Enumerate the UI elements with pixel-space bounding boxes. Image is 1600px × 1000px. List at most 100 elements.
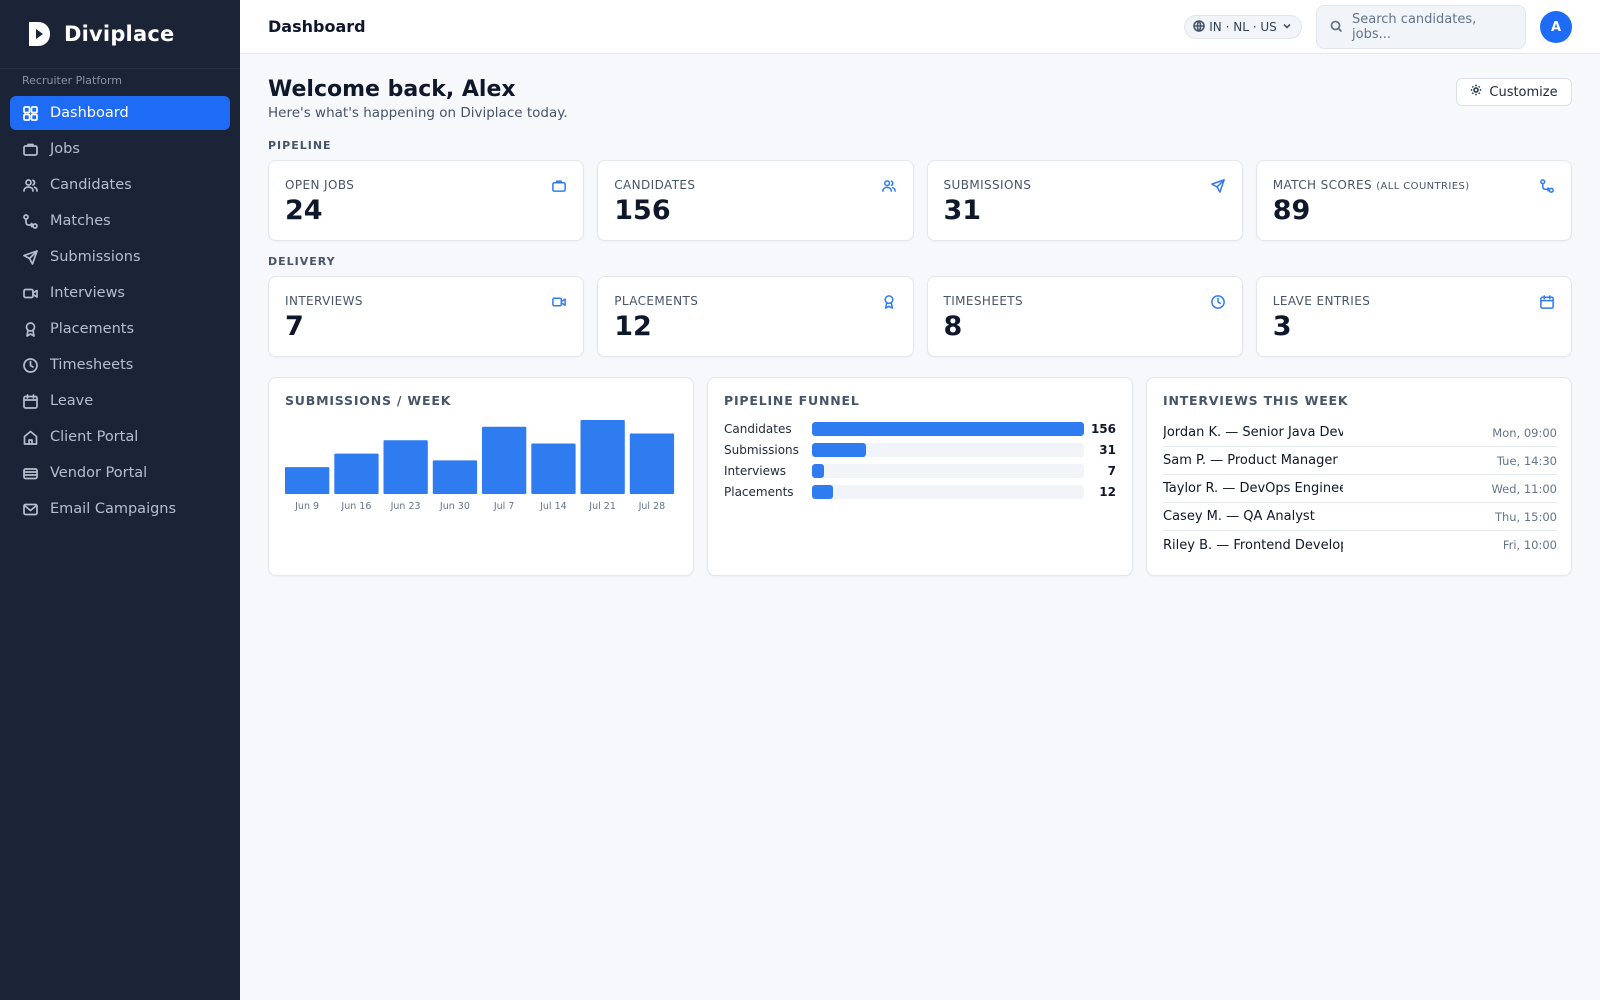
interview-row[interactable]: Casey M. — QA Analyst Thu, 15:00 [1163,503,1557,531]
x-tick-label: Jun 9 [294,501,319,512]
region-selector[interactable]: IN · NL · US [1184,15,1302,39]
stat-value: 31 [943,195,982,226]
stat-label-text: PLACEMENTS [614,294,699,308]
bar-jul-28[interactable] [629,433,675,495]
x-tick-label: Jul 28 [638,501,666,512]
chevron-down-icon [1281,20,1293,35]
interviews-week-panel: INTERVIEWS THIS WEEK Jordan K. — Senior … [1146,377,1572,576]
funnel-track [812,442,1084,457]
stat-card-candidates[interactable]: CANDIDATES 156 [597,160,914,241]
interview-row[interactable]: Jordan K. — Senior Java Developer Mon, 09… [1163,419,1557,447]
sidebar-item-interviews[interactable]: Interviews [10,276,230,310]
sidebar-item-label: Vendor Portal [50,465,148,481]
stat-card-interviews[interactable]: INTERVIEWS 7 [268,276,585,357]
briefcase-icon [551,178,567,194]
stat-label: TIMESHEETS [944,294,1024,308]
sidebar-item-submissions[interactable]: Submissions [10,240,230,274]
sun-icon [1470,84,1482,100]
sidebar-item-label: Dashboard [50,105,129,121]
interview-row[interactable]: Taylor R. — DevOps Engineer Wed, 11:00 [1163,475,1557,503]
bar-jul-14[interactable] [531,443,576,495]
sidebar-item-email-campaigns[interactable]: Email Campaigns [10,492,230,526]
stat-label: INTERVIEWS [285,294,363,308]
interview-row[interactable]: Sam P. — Product Manager Tue, 14:30 [1163,447,1557,475]
pipeline-funnel-title: PIPELINE FUNNEL [724,393,860,408]
stat-card-timesheets[interactable]: TIMESHEETS 8 [926,276,1243,357]
funnel-label: Interviews [724,463,787,478]
region-label: IN · NL · US [1209,20,1277,34]
stat-label: LEAVE ENTRIES [1273,294,1370,308]
stat-card-leave-entries[interactable]: LEAVE ENTRIES 3 [1255,276,1572,357]
stat-label: CANDIDATES [614,178,695,192]
sidebar-item-placements[interactable]: Placements [10,312,230,346]
briefcase-icon [22,141,39,158]
funnel-row-submissions: Submissions 31 [724,439,1116,460]
stat-card-open-jobs[interactable]: OPEN JOBS 24 [268,160,585,241]
diviplace-logo-icon [26,21,52,47]
funnel-value: 12 [1099,484,1116,499]
sidebar-item-vendor-portal[interactable]: Vendor Portal [10,456,230,490]
pipeline-funnel: Candidates 156 Submissions 31 Interviews 7 Pla… [724,418,1116,502]
sidebar-item-label: Matches [50,213,111,229]
sidebar: Diviplace Recruiter Platform Dashboard Jo… [0,0,240,1000]
bar-jun-9[interactable] [285,467,330,494]
x-tick-label: Jul 7 [493,501,515,512]
funnel-bar [812,484,833,499]
bar-jul-7[interactable] [482,426,527,494]
stat-label: OPEN JOBS [285,178,354,192]
interviews-week-title: INTERVIEWS THIS WEEK [1163,393,1349,408]
sidebar-item-matches[interactable]: Matches [10,204,230,238]
card-icon [22,465,39,482]
sidebar-item-candidates[interactable]: Candidates [10,168,230,202]
search-input[interactable]: Search candidates, jobs... [1352,12,1477,42]
users-icon [881,178,897,194]
funnel-label: Candidates [724,421,792,436]
bar-jun-23[interactable] [383,440,428,494]
sidebar-item-leave[interactable]: Leave [10,384,230,418]
interviews-list: Jordan K. — Senior Java Developer Mon, 09… [1163,419,1557,559]
award-icon [881,294,897,310]
stat-card-match-scores[interactable]: MATCH SCORES (ALL COUNTRIES) 89 [1255,160,1572,241]
sidebar-item-timesheets[interactable]: Timesheets [10,348,230,382]
stat-label-text: MATCH SCORES [1272,178,1373,192]
interview-time: Wed, 11:00 [1491,481,1557,496]
customize-button[interactable]: Customize [1456,78,1572,106]
sidebar-item-label: Leave [50,393,94,409]
avatar[interactable]: A [1540,11,1572,43]
stat-label: SUBMISSIONS [944,178,1032,192]
interview-time: Tue, 14:30 [1496,453,1557,468]
brand[interactable]: Diviplace [0,0,240,69]
sidebar-item-client-portal[interactable]: Client Portal [10,420,230,454]
funnel-row-interviews: Interviews 7 [724,460,1116,481]
stat-label-text: CANDIDATES [614,178,696,192]
funnel-bar [812,442,867,457]
bar-jun-30[interactable] [432,460,478,494]
sidebar-item-dashboard[interactable]: Dashboard [10,96,230,130]
submissions-week-chart: Jun 9 Jun 16 Jun 23 Jun 30 Jul 7 Jul 14 Jul 21… [285,420,675,512]
funnel-value: 156 [1090,421,1116,436]
topbar: Dashboard IN · NL · US Search candidates… [240,0,1600,54]
sidebar-item-label: Submissions [50,249,141,265]
funnel-label: Submissions [724,442,799,457]
stat-sublabel: (ALL COUNTRIES) [1376,181,1470,192]
stat-value: 12 [614,311,652,342]
sidebar-item-jobs[interactable]: Jobs [10,132,230,166]
interview-time: Thu, 15:00 [1494,509,1557,524]
pipeline-section-label: PIPELINE [268,139,332,152]
sidebar-item-label: Client Portal [50,429,139,445]
stat-label: MATCH SCORES (ALL COUNTRIES) [1273,178,1470,192]
x-tick-label: Jun 23 [390,501,421,512]
welcome-subtitle: Here's what's happening on Diviplace tod… [268,105,568,121]
stat-card-submissions[interactable]: SUBMISSIONS 31 [926,160,1243,241]
stat-card-placements[interactable]: PLACEMENTS 12 [597,276,914,357]
delivery-section-label: DELIVERY [268,255,336,268]
sidebar-item-label: Placements [50,321,135,337]
bar-jul-21[interactable] [580,420,625,494]
bar-jun-16[interactable] [334,453,379,494]
funnel-track [812,484,1084,499]
stat-value: 156 [614,195,671,226]
search-box[interactable]: Search candidates, jobs... [1316,5,1526,49]
x-tick-label: Jun 30 [439,501,470,512]
funnel-bar [812,463,825,478]
interview-row[interactable]: Riley B. — Frontend Developer Fri, 10:00 [1163,531,1557,559]
